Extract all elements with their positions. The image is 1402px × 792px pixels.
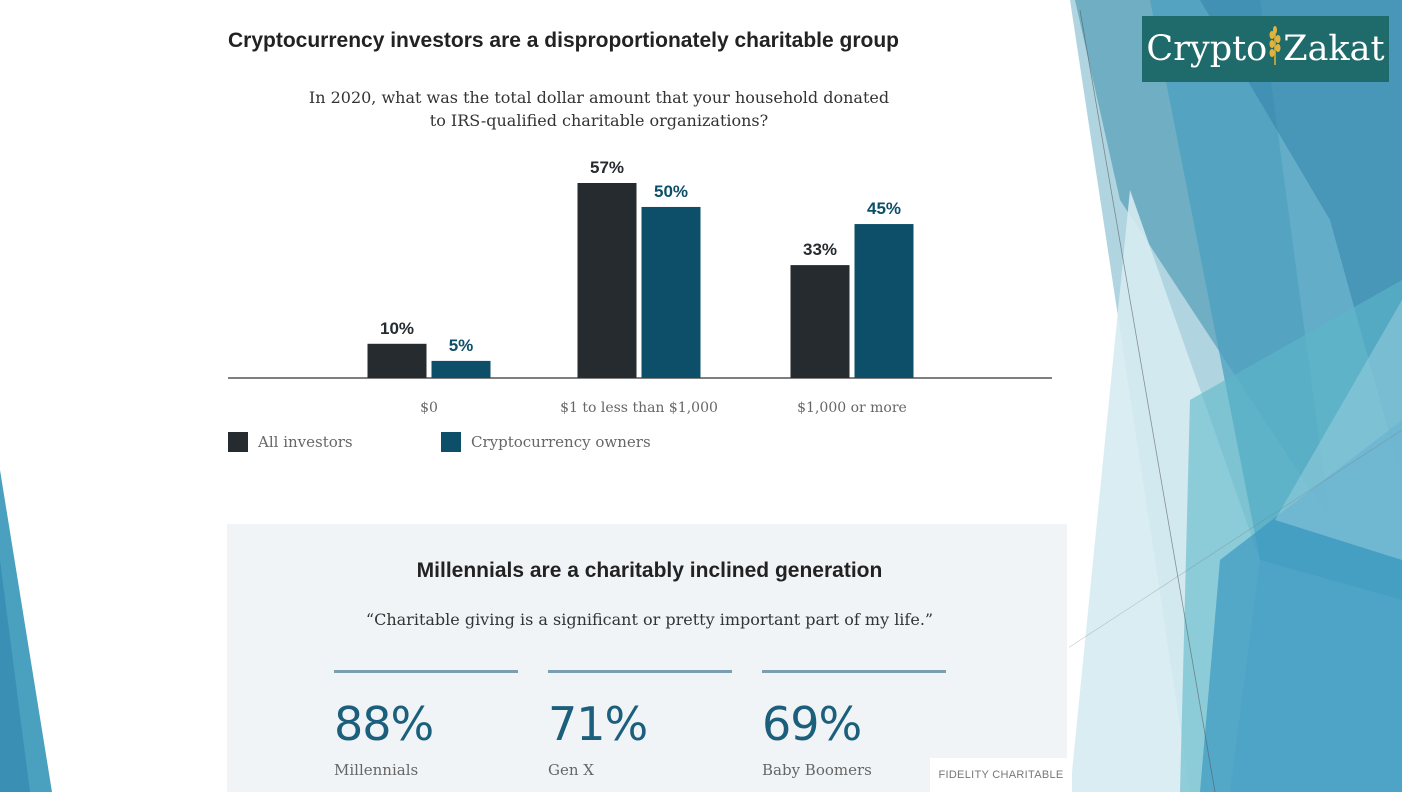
data-label: 50% <box>654 182 688 201</box>
stat-label: Gen X <box>548 761 594 779</box>
panel-quote: “Charitable giving is a significant or p… <box>365 610 934 629</box>
stat-millennials: 88% Millennials <box>334 670 520 779</box>
bar-crypto-owners-0 <box>431 360 491 378</box>
legend-label-cryptocurrency-owners: Cryptocurrency owners <box>471 433 651 451</box>
data-label: 33% <box>803 240 837 259</box>
crypto-zakat-logo: Crypto Zakat <box>1142 16 1389 82</box>
stat-label: Baby Boomers <box>762 761 872 779</box>
stat-value: 71% <box>548 697 648 751</box>
stat-rule <box>762 670 946 673</box>
stat-baby-boomers: 69% Baby Boomers <box>762 670 948 779</box>
data-label: 10% <box>380 319 414 338</box>
legend-item-all-investors: All investors <box>228 432 353 452</box>
stat-label: Millennials <box>334 761 419 779</box>
x-tick-label: $1 to less than $1,000 <box>560 400 718 416</box>
logo-text-right: Zakat <box>1283 29 1385 69</box>
data-label: 57% <box>590 158 624 177</box>
source-badge: FIDELITY CHARITABLE <box>930 758 1072 792</box>
stat-rule <box>334 670 518 673</box>
stat-rule <box>548 670 732 673</box>
data-label: 5% <box>449 336 474 355</box>
bar-crypto-owners-2 <box>854 224 914 378</box>
millennials-panel: Millennials are a charitably inclined ge… <box>227 524 1072 792</box>
legend-swatch-all-investors <box>228 432 248 452</box>
infographic: Cryptocurrency investors are a dispropor… <box>209 0 1072 792</box>
stat-value: 69% <box>762 697 862 751</box>
bar-crypto-owners-1 <box>641 206 701 378</box>
chart-title: Cryptocurrency investors are a dispropor… <box>228 29 900 52</box>
chart-subtitle-line-1: In 2020, what was the total dollar amoun… <box>308 88 890 107</box>
bar-all-investors-0 <box>367 343 427 378</box>
legend-label-all-investors: All investors <box>258 433 353 451</box>
logo-text-left: Crypto <box>1146 29 1268 69</box>
stat-gen-x: 71% Gen X <box>548 670 734 779</box>
chart-subtitle-line-2: to IRS-qualified charitable organization… <box>429 111 769 130</box>
legend-swatch-cryptocurrency-owners <box>441 432 461 452</box>
legend-item-cryptocurrency-owners: Cryptocurrency owners <box>441 432 651 452</box>
bar-all-investors-1 <box>577 183 637 378</box>
stat-value: 88% <box>334 697 434 751</box>
panel-title: Millennials are a charitably inclined ge… <box>416 559 883 582</box>
x-tick-label: $1,000 or more <box>797 400 907 416</box>
chart-subtitle: In 2020, what was the total dollar amoun… <box>299 86 899 132</box>
bar-chart: 10% 5% $0 57% 50% $1 to less than $1,000 33% 45… <box>228 158 1052 416</box>
data-label: 45% <box>867 199 901 218</box>
wheat-icon <box>1268 25 1282 73</box>
x-tick-label: $0 <box>420 400 438 416</box>
bar-all-investors-2 <box>790 265 850 378</box>
